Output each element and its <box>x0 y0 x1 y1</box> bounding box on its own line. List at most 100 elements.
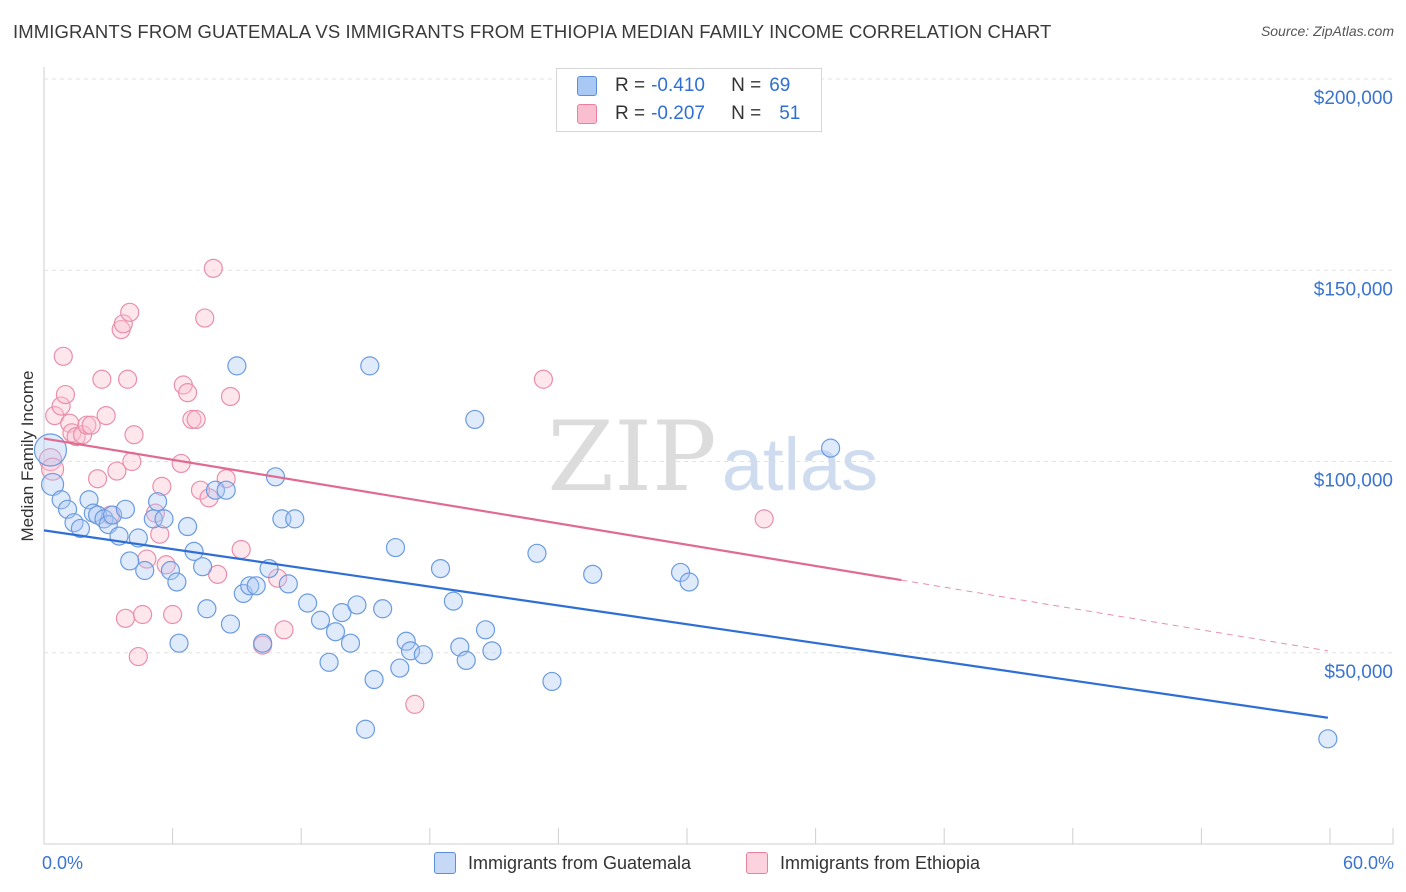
point-ethiopia <box>186 409 206 430</box>
point-guatemala <box>396 631 416 651</box>
point-guatemala <box>135 560 155 581</box>
correlation-legend: R = -0.410 N = 69 R = -0.207 N = 51 <box>556 68 822 132</box>
series-legend: Immigrants from Guatemala Immigrants fro… <box>0 852 1406 878</box>
point-guatemala <box>205 480 226 500</box>
point-guatemala <box>298 593 318 613</box>
point-guatemala <box>240 576 260 596</box>
point-ethiopia <box>231 539 251 560</box>
point-guatemala <box>169 633 189 653</box>
point-guatemala <box>310 610 331 630</box>
point-ethiopia <box>405 694 425 714</box>
legend-n-value: 69 <box>769 75 791 96</box>
y-tick-label: $200,000 <box>1314 88 1393 109</box>
point-guatemala <box>340 633 361 653</box>
chart-title: IMMIGRANTS FROM GUATEMALA VS IMMIGRANTS … <box>13 21 1052 42</box>
y-tick-label: $50,000 <box>1324 662 1393 683</box>
point-guatemala <box>285 509 305 529</box>
point-guatemala <box>160 560 181 581</box>
point-guatemala <box>355 719 376 739</box>
point-ethiopia <box>45 406 65 426</box>
point-guatemala <box>246 576 266 596</box>
point-guatemala <box>227 356 247 376</box>
point-guatemala <box>70 518 91 539</box>
point-ethiopia <box>120 302 140 322</box>
x-tick-label: 0.0% <box>42 853 83 873</box>
point-ethiopia <box>128 646 148 667</box>
point-ethiopia <box>163 604 183 625</box>
point-guatemala <box>430 558 451 579</box>
point-guatemala <box>154 509 174 529</box>
point-guatemala <box>178 516 198 537</box>
legend-r-label: R = <box>615 103 646 124</box>
point-guatemala <box>347 595 367 615</box>
legend-row-ethiopia: R = -0.207 N = 51 <box>577 101 800 127</box>
point-guatemala <box>364 669 384 690</box>
point-ethiopia <box>115 608 136 628</box>
point-ethiopia <box>208 564 228 584</box>
point-ethiopia <box>171 453 191 474</box>
point-ethiopia <box>77 415 97 435</box>
point-guatemala <box>197 599 217 619</box>
watermark-atlas: atlas <box>722 423 878 506</box>
point-guatemala <box>456 650 476 671</box>
point-ethiopia <box>152 476 172 496</box>
point-guatemala <box>527 543 547 563</box>
point-guatemala <box>1318 729 1338 749</box>
point-guatemala <box>193 557 213 577</box>
point-ethiopia <box>124 425 144 445</box>
point-ethiopia <box>274 620 294 640</box>
point-guatemala <box>443 591 463 611</box>
point-guatemala <box>332 602 352 623</box>
point-guatemala <box>413 645 433 665</box>
point-guatemala <box>385 537 406 558</box>
point-guatemala <box>216 480 236 500</box>
point-ethiopia <box>182 409 202 430</box>
point-guatemala <box>360 356 380 376</box>
point-ethiopia <box>117 369 138 389</box>
legend-item-ethiopia[interactable]: Immigrants from Ethiopia <box>746 852 980 874</box>
point-guatemala <box>821 438 841 458</box>
trend-line-ethiopia-extension <box>901 579 1328 652</box>
series-ethiopia-points <box>38 258 774 714</box>
point-guatemala <box>542 671 562 692</box>
point-guatemala <box>373 599 393 619</box>
point-ethiopia <box>195 308 215 328</box>
point-ethiopia <box>53 346 73 366</box>
point-ethiopia <box>107 461 127 481</box>
legend-swatch-guatemala <box>434 852 456 874</box>
legend-r-value: -0.410 <box>651 75 705 96</box>
legend-label-guatemala: Immigrants from Guatemala <box>468 852 692 873</box>
legend-n-label: N = <box>731 75 762 96</box>
point-ethiopia <box>132 604 153 625</box>
legend-label-ethiopia: Immigrants from Ethiopia <box>780 852 981 873</box>
point-ethiopia <box>178 383 198 403</box>
point-guatemala <box>115 499 136 519</box>
point-guatemala <box>325 622 346 642</box>
point-guatemala <box>51 490 71 510</box>
point-ethiopia <box>87 469 108 489</box>
legend-item-guatemala[interactable]: Immigrants from Guatemala <box>434 852 691 874</box>
trend-lines <box>43 437 1329 719</box>
legend-r-label: R = <box>615 75 646 96</box>
point-guatemala <box>400 641 421 661</box>
point-guatemala <box>220 614 241 634</box>
point-guatemala <box>278 574 298 594</box>
point-ethiopia <box>137 549 157 569</box>
point-ethiopia <box>220 386 241 407</box>
y-tick-label: $100,000 <box>1314 471 1393 492</box>
watermark-zip: ZIP <box>547 401 716 513</box>
point-ethiopia <box>533 369 553 389</box>
point-ethiopia <box>203 258 223 278</box>
point-guatemala <box>147 492 168 512</box>
legend-n-value: 51 <box>779 103 801 124</box>
legend-n-label: N = <box>731 103 762 124</box>
y-tick-label: $150,000 <box>1314 279 1393 300</box>
point-guatemala <box>583 564 603 584</box>
legend-swatch-ethiopia <box>577 104 597 124</box>
point-guatemala <box>679 572 699 592</box>
point-ethiopia <box>754 509 774 529</box>
point-ethiopia <box>92 369 112 389</box>
axes <box>43 67 1394 845</box>
trend-line-ethiopia <box>43 437 902 582</box>
